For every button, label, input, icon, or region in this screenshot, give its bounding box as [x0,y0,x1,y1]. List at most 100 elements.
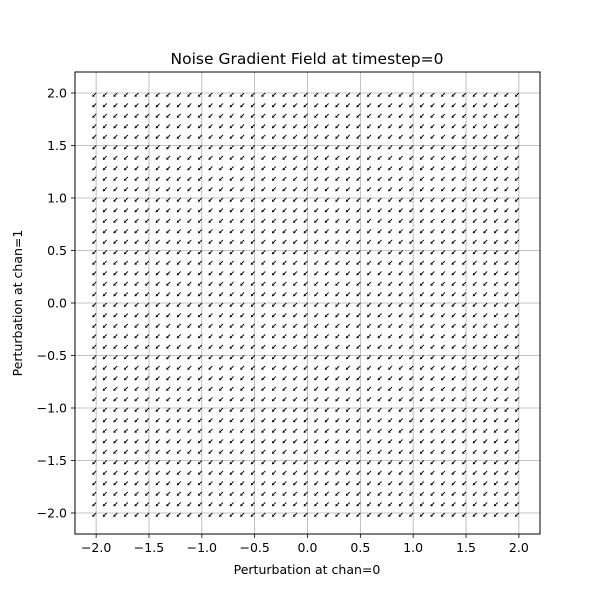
quiver-arrow [155,292,160,297]
quiver-arrow [240,313,245,318]
quiver-arrow [419,470,425,475]
quiver-arrow [102,439,108,444]
quiver-arrow [197,208,203,213]
quiver-arrow [388,470,393,475]
quiver-arrow [377,292,382,297]
quiver-arrow [92,260,97,265]
quiver-arrow [197,155,203,160]
quiver-arrow [155,334,160,339]
quiver-arrow [324,113,329,118]
quiver-arrow [398,250,403,255]
quiver-arrow [240,239,245,244]
quiver-arrow [398,323,403,328]
quiver-arrow [102,397,108,402]
quiver-arrow [113,397,118,402]
quiver-arrow [409,134,414,139]
quiver-arrow [282,376,287,381]
quiver-arrow [377,239,382,244]
quiver-arrow [208,407,213,412]
quiver-arrow [409,449,414,454]
quiver-arrow [293,481,298,486]
quiver-arrow [451,250,456,255]
quiver-arrow [335,365,340,370]
quiver-arrow [377,376,382,381]
quiver-arrow [282,449,287,454]
quiver-arrow [409,239,414,244]
quiver-arrow [155,344,160,349]
quiver-arrow [514,260,520,265]
quiver-arrow [440,92,446,97]
quiver-arrow [367,302,372,307]
quiver-arrow [377,439,382,444]
quiver-arrow [483,386,488,391]
quiver-arrow [145,491,150,496]
quiver-arrow [261,407,266,412]
quiver-arrow [324,491,329,496]
quiver-arrow [419,397,425,402]
quiver-arrow [493,460,499,465]
quiver-arrow [219,145,224,150]
quiver-arrow [219,187,224,192]
quiver-arrow [102,176,108,181]
quiver-arrow [367,460,372,465]
quiver-arrow [176,334,182,339]
quiver-arrow [250,334,255,339]
quiver-arrow [462,355,467,360]
quiver-arrow [176,281,182,286]
quiver-arrow [398,229,403,234]
x-tick-label: −2.0 [81,540,111,555]
quiver-arrow [92,502,97,507]
quiver-arrow [514,460,520,465]
quiver-arrow [187,155,192,160]
quiver-arrow [166,92,171,97]
quiver-arrow [430,397,435,402]
quiver-arrow [197,134,203,139]
quiver-arrow [483,155,488,160]
quiver-arrow [430,113,435,118]
quiver-arrow [493,92,499,97]
quiver-arrow [345,166,351,171]
quiver-arrow [409,124,414,129]
quiver-arrow [472,250,477,255]
quiver-arrow [419,260,425,265]
quiver-arrow [229,281,234,286]
quiver-arrow [166,418,171,423]
quiver-arrow [377,365,382,370]
quiver-arrow [356,512,361,517]
quiver-arrow [398,218,403,223]
quiver-arrow [345,449,351,454]
quiver-arrow [335,281,340,286]
quiver-arrow [430,281,435,286]
quiver-arrow [367,407,372,412]
quiver-arrow [229,92,234,97]
quiver-arrow [335,124,340,129]
quiver-arrow [388,260,393,265]
quiver-arrow [472,260,477,265]
quiver-arrow [261,397,266,402]
quiver-arrow [229,334,234,339]
quiver-arrow [314,208,319,213]
quiver-arrow [377,323,382,328]
quiver-arrow [493,376,499,381]
quiver-arrow [451,103,456,108]
quiver-arrow [483,239,488,244]
quiver-arrow [324,449,329,454]
quiver-arrow [155,271,160,276]
quiver-arrow [113,491,118,496]
quiver-arrow [113,407,118,412]
quiver-arrow [271,103,277,108]
quiver-arrow [367,512,372,517]
quiver-arrow [367,502,372,507]
quiver-arrow [271,344,277,349]
quiver-arrow [219,155,224,160]
quiver-arrow [419,155,425,160]
quiver-arrow [261,239,266,244]
quiver-arrow [155,260,160,265]
quiver-arrow [314,502,319,507]
quiver-arrow [261,124,266,129]
quiver-arrow [430,260,435,265]
quiver-arrow [504,323,509,328]
quiver-arrow [134,218,139,223]
quiver-arrow [367,271,372,276]
quiver-arrow [113,428,118,433]
